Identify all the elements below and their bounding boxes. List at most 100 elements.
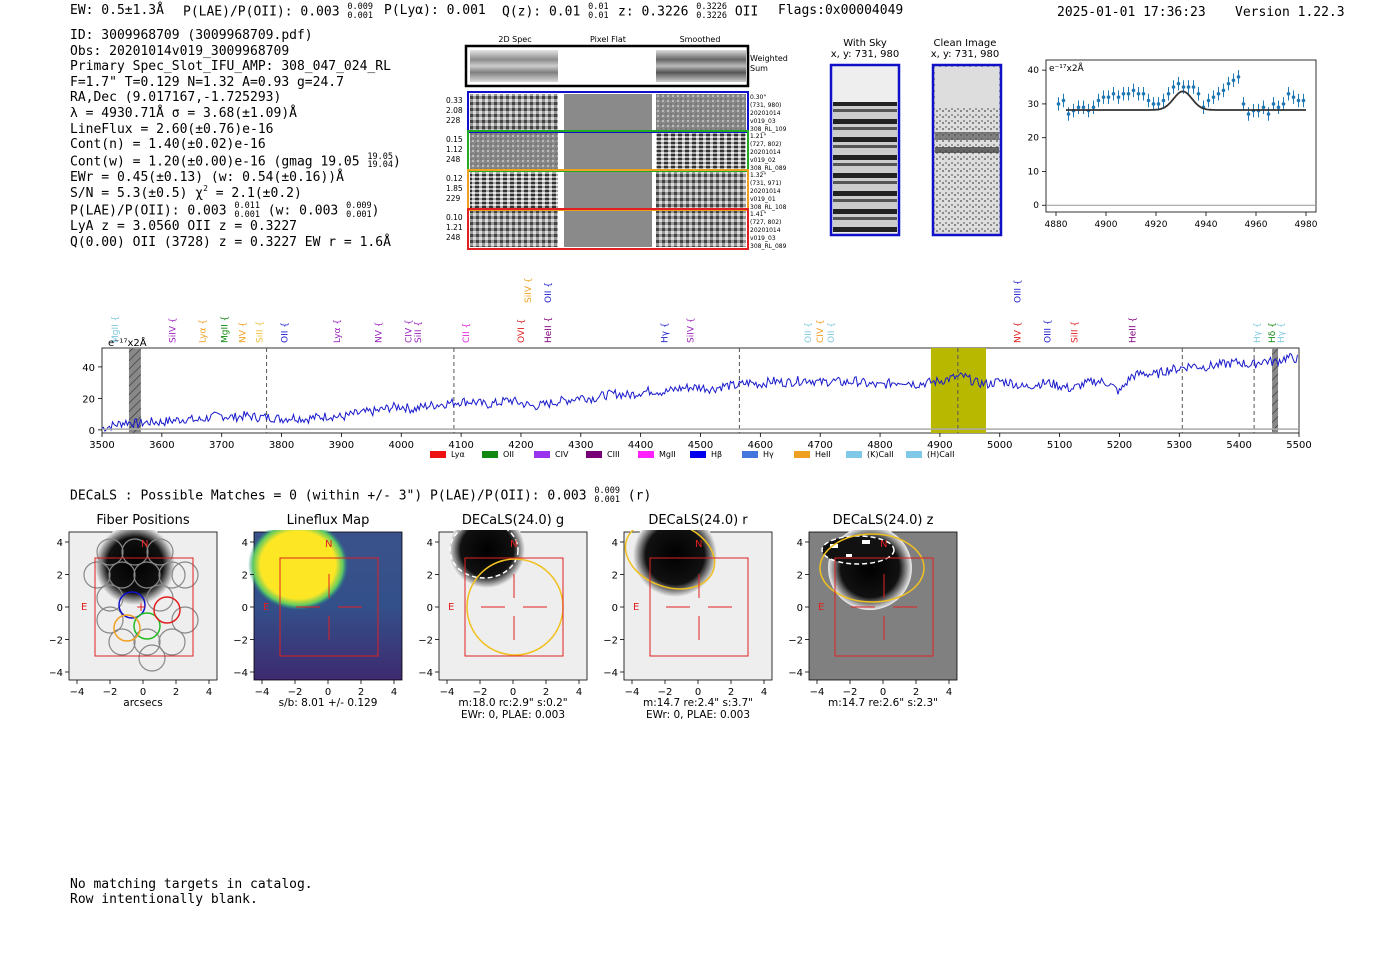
zoom-xtick-label: 4940 (1195, 220, 1218, 230)
zoom-data-point (1246, 112, 1251, 116)
panel-ytick-label: 4 (797, 538, 803, 549)
spectrum-xtick-label: 4900 (927, 440, 952, 451)
with-sky-title-line2: x, y: 731, 980 (830, 49, 900, 60)
cutout-right-2-5: 308_RL_089 (750, 165, 787, 172)
panel-xtick-label: −2 (288, 687, 303, 698)
compass-n-2: N (325, 539, 332, 550)
panel-sub-z-line: m:14.7 re:2.6" s:2.3" (828, 697, 938, 709)
legend-swatch (482, 451, 498, 458)
zoom-xtick-label: 4900 (1095, 220, 1118, 230)
zoom-ytick-label: 0 (1033, 201, 1039, 211)
line-label: SiII { (414, 321, 424, 343)
info-sn-text: S/N = 5.3(±0.5) χ (70, 186, 204, 202)
zoom-xtick-label: 4880 (1045, 220, 1068, 230)
lineflux-map-panel: E N (248, 530, 403, 681)
decals-summary-band: (r) (619, 488, 652, 504)
cutout-right-2-1: 1.21" (750, 133, 766, 140)
panel-ytick-label: −2 (233, 636, 248, 647)
header-z-value: z: 0.3226 (618, 4, 689, 20)
line-label: NV { (1014, 322, 1024, 343)
clean-image-title: Clean Image x, y: 731, 980 (930, 38, 1000, 60)
clean-image-title-line2: x, y: 731, 980 (930, 49, 1000, 60)
col-title-smoothed: Smoothed (680, 35, 721, 44)
info-contw-lo: 19.04 (367, 160, 394, 171)
zoom-data-point (1106, 95, 1111, 99)
line-label: SiIV { (169, 317, 179, 343)
info-contw-close: ) (393, 154, 401, 170)
zoom-data-point (1091, 105, 1096, 110)
footer-line-1: No matching targets in catalog. (70, 877, 313, 892)
header-qz-hi: 0.01 (588, 2, 609, 12)
line-label: SiII { (1071, 321, 1081, 343)
panel-xtick-label: −2 (103, 687, 118, 698)
header-plae: P(LAE)/P(OII): 0.003 0.009 0.001 (183, 3, 373, 20)
line-label: OIII { (1044, 319, 1054, 343)
legend-label: Hγ (763, 450, 774, 459)
legend-label: CIII (607, 450, 620, 459)
zoom-data-point (1206, 98, 1211, 103)
info-sn: S/N = 5.3(±0.5) χ2 = 2.1(±0.2) (70, 185, 401, 202)
cutout-right-2-2: (727, 802) (750, 141, 781, 148)
panel-xtick-label: 4 (206, 687, 212, 698)
legend-label: OII (503, 450, 514, 459)
header-plae-value: 0.003 (300, 4, 340, 20)
cutout-left-1-1: 0.33 (446, 96, 463, 105)
zoom-data-point (1196, 91, 1201, 96)
decals-summary: DECaLS : Possible Matches = 0 (within +/… (70, 487, 651, 504)
panel-xtick-label: 4 (761, 687, 767, 698)
panel-xtick-label: −2 (473, 687, 488, 698)
line-label: MgII { (111, 316, 121, 343)
cutout-right-4-3: 20201014 (750, 227, 781, 234)
sky-images (829, 63, 1003, 237)
cutout-right-1-2: (731, 980) (750, 102, 781, 109)
legend-swatch (742, 451, 758, 458)
cutout-right-4-4: v019_03 (750, 235, 776, 242)
detection-info: ID: 3009968709 (3009968709.pdf) Obs: 202… (70, 28, 401, 250)
cutout-right-1-3: 20201014 (750, 110, 781, 117)
info-ewr: EWr = 0.45(±0.13) (w: 0.54(±0.16))Å (70, 169, 344, 185)
zoom-data-point (1166, 91, 1171, 96)
line-label-top: SiIV { (524, 277, 534, 303)
col-title-2dspec: 2D Spec (498, 35, 531, 44)
legend-swatch (906, 451, 922, 458)
line-label: CIV { (816, 319, 826, 343)
panel-xtick-label: 4 (946, 687, 952, 698)
info-lya: LyA z = 3.0560 OII z = 0.3227 (70, 219, 297, 235)
line-label: MgII { (221, 316, 231, 343)
info-contw-text: Cont(w) = 1.20(±0.00)e-16 (gmag 19.05 (70, 154, 360, 170)
panel-xtick-label: 2 (173, 687, 179, 698)
decals-summary-lo: 0.001 (594, 494, 620, 505)
line-label: CIV { (404, 319, 414, 343)
spectrum-xtick-label: 4600 (748, 440, 773, 451)
panel-xtick-label: −4 (810, 687, 825, 698)
spectrum-xtick-label: 5500 (1286, 440, 1311, 451)
spectrum-xtick-label: 3900 (329, 440, 354, 451)
decals-r-panel: E N (623, 530, 773, 681)
emission-highlight-region (930, 348, 986, 433)
info-plae-w-hi: 0.009 (346, 201, 372, 212)
line-label: SiII { (255, 321, 265, 343)
panel-xtick-label: −4 (70, 687, 85, 698)
cutout-left-3-2: 1.85 (446, 184, 463, 193)
legend-label: (H)CaII (927, 450, 954, 459)
line-label: Hγ { (1277, 322, 1287, 343)
panel-xtick-label: 4 (391, 687, 397, 698)
panel-sub-r-line1: m:14.7 re:2.4" s:3.7" (643, 697, 753, 709)
panel-title-fiber-positions: Fiber Positions (96, 513, 190, 528)
panel-xtick-label: 2 (358, 687, 364, 698)
spectrum-xtick-label: 4300 (568, 440, 593, 451)
legend-swatch (690, 451, 706, 458)
header-version: Version 1.22.3 (1235, 5, 1345, 20)
line-label-top: OII { (544, 282, 554, 303)
panel-xtick-label: 0 (695, 687, 701, 698)
line-label: HeII { (544, 317, 554, 343)
zoom-data-point (1156, 102, 1161, 106)
panel-xtick-label: 2 (913, 687, 919, 698)
header-qz-value: Q(z): 0.01 (502, 4, 581, 20)
cutout-right-2-4: v019_02 (750, 157, 776, 164)
info-id: ID: 3009968709 (3009968709.pdf) (70, 28, 313, 43)
zoom-data-point (1186, 85, 1191, 89)
